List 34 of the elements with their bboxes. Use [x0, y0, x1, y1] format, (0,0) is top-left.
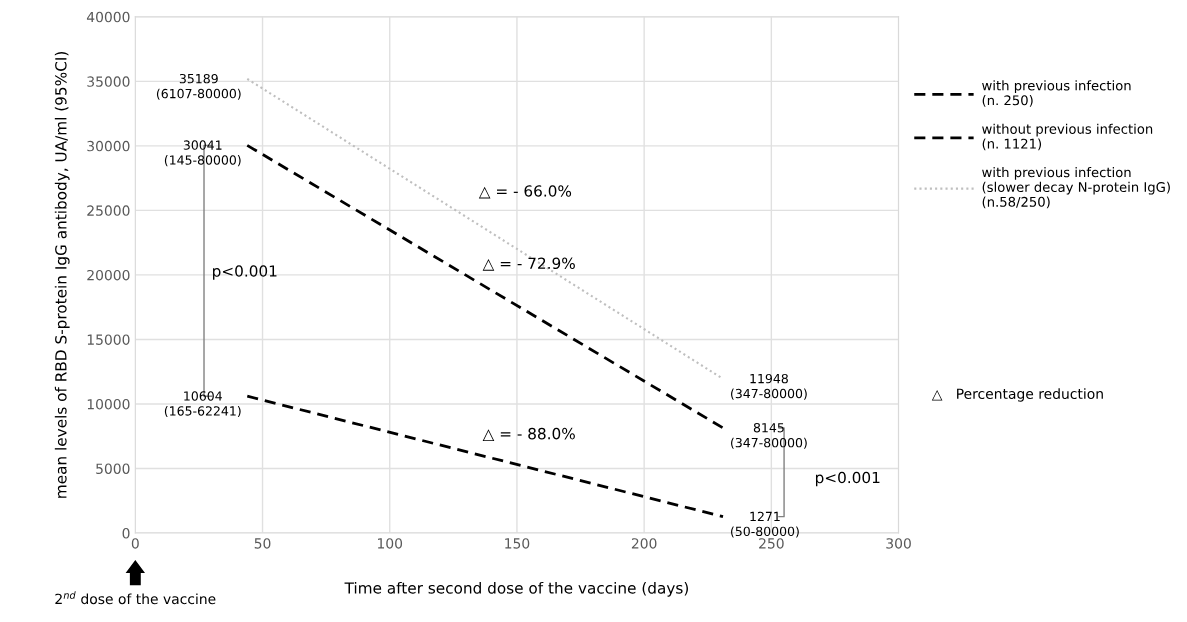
- text: 2$^{nd}$ dose of the vaccine: [55, 591, 216, 605]
- data-label: 10604 (165-62241): [164, 391, 241, 418]
- y-tick-label: 10000: [87, 398, 130, 410]
- y-tick-label: 5000: [96, 463, 130, 474]
- text: △ Percentage reduction: [931, 388, 1103, 402]
- annotation: p<0.001: [815, 471, 880, 487]
- y-axis-title: mean levels of RBD S-protein IgG antibody, UA/ml (95%CI): [54, 51, 70, 498]
- x-tick-label: 50: [254, 538, 271, 549]
- x-axis-title: Time after second dose of the vaccine (days): [344, 581, 688, 597]
- x-tick-label: 300: [886, 538, 911, 549]
- y-tick-label: 35000: [87, 76, 130, 87]
- y-tick-label: 25000: [87, 205, 130, 216]
- data-label: 11948 (347-80000): [731, 373, 807, 400]
- annotation: △ = - 66.0%: [478, 185, 572, 199]
- legend-label: with previous infection (n. 250): [982, 80, 1131, 107]
- y-tick-label: 30000: [87, 140, 130, 152]
- annotation: △ = - 88.0%: [482, 427, 575, 442]
- y-tick-label: 15000: [87, 334, 130, 345]
- x-tick-label: 0: [131, 538, 139, 549]
- annotation: △ = - 72.9%: [482, 257, 575, 271]
- y-tick-label: 0: [122, 528, 130, 539]
- legend-label: without previous infection (n. 1121): [982, 123, 1153, 151]
- x-tick-label: 100: [378, 538, 403, 549]
- data-label: 1271 (50-80000): [731, 511, 799, 538]
- data-label: 8145 (347-80000): [731, 422, 807, 449]
- x-tick-label: 150: [505, 538, 530, 549]
- legend-label: with previous infection (slower decay N-protein IgG) (n.58/250): [982, 167, 1170, 209]
- x-tick-label: 200: [631, 538, 657, 549]
- data-label: 30041 (145-80000): [164, 140, 241, 167]
- annotation: p<0.001: [213, 265, 277, 280]
- x-tick-label: 250: [759, 538, 784, 549]
- y-tick-label: 40000: [86, 11, 130, 23]
- y-tick-label: 20000: [87, 269, 130, 281]
- data-label: 35189 (6107-80000): [156, 73, 241, 100]
